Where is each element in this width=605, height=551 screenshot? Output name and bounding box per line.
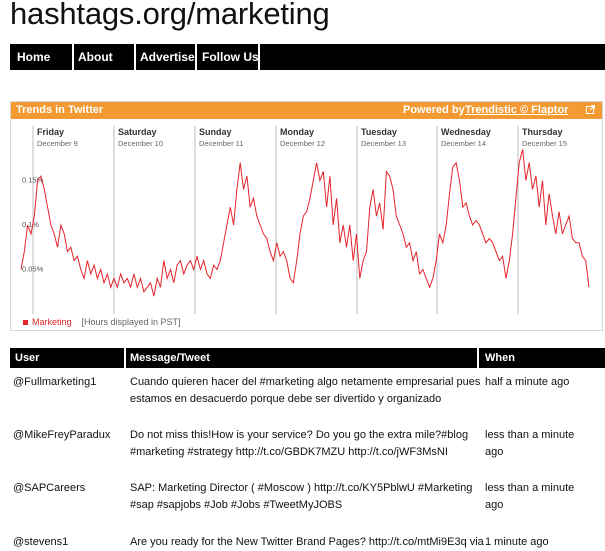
widget-header: Trends in Twitter Powered by Trendistic … — [11, 102, 602, 119]
tweet-message-line: estamos en desacuerdo porque debe ser di… — [130, 393, 442, 405]
nav-home[interactable]: Home — [17, 50, 51, 64]
day-label: Thursday — [522, 127, 563, 137]
tweet-message: Are you ready for the New Twitter Brand … — [130, 534, 484, 551]
tweet-time-line: ago — [485, 446, 504, 458]
nav-advertise[interactable]: Advertise — [140, 50, 195, 64]
tweet-message-line: #sap #sapjobs #Job #Jobs #TweetMyJOBS — [130, 499, 343, 511]
day-label: Sunday — [199, 127, 232, 137]
day-date-label: December 13 — [361, 139, 406, 148]
tweet-message-line: Are you ready for the New Twitter Brand … — [130, 536, 484, 548]
day-label: Tuesday — [361, 127, 397, 137]
legend-swatch — [23, 320, 28, 326]
tweet-user[interactable]: @Fullmarketing1 — [13, 376, 97, 388]
nav-follow-us[interactable]: Follow Us — [202, 50, 259, 64]
tweet-time-line: less than a minute — [485, 482, 575, 494]
tweet-message: Cuando quieren hacer del #marketing algo… — [130, 374, 480, 408]
external-link-icon[interactable] — [586, 105, 595, 114]
day-label: Friday — [37, 127, 64, 137]
legend-label: Marketing — [32, 317, 72, 327]
column-header-when: When — [485, 352, 515, 364]
day-date-label: December 11 — [199, 139, 243, 148]
series-line-marketing — [20, 149, 590, 297]
tweet-message-line: Do not miss this!How is your service? Do… — [130, 429, 469, 441]
nav-divider — [134, 44, 136, 70]
column-header-message: Message/Tweet — [130, 352, 210, 364]
day-date-label: December 15 — [522, 139, 567, 148]
tweet-user[interactable]: @SAPCareers — [13, 482, 86, 494]
nav-divider — [258, 44, 260, 70]
day-date-label: December 10 — [118, 139, 163, 148]
y-tick-label: 0.05% — [22, 265, 44, 274]
site-title[interactable]: hashtags.org/marketing — [10, 0, 330, 31]
column-divider — [124, 348, 126, 368]
day-date-label: December 12 — [280, 139, 325, 148]
nav-divider — [195, 44, 197, 70]
tweet-time: 1 minute ago — [485, 534, 549, 551]
day-date-label: December 14 — [441, 139, 486, 148]
widget-title: Trends in Twitter — [16, 104, 104, 116]
tweet-time-line: half a minute ago — [485, 376, 570, 388]
powered-by-link[interactable]: Trendistic © Flaptor — [465, 104, 569, 116]
tweet-time: less than a minute ago — [485, 427, 574, 461]
trends-widget: Trends in Twitter Powered by Trendistic … — [10, 101, 603, 331]
column-divider — [477, 348, 479, 368]
tweet-user[interactable]: @MikeFreyParadux — [13, 429, 111, 441]
nav-about[interactable]: About — [78, 50, 113, 64]
table-header: User Message/Tweet When — [10, 348, 605, 368]
tweet-time: half a minute ago — [485, 374, 569, 391]
tweet-time-line: ago — [485, 499, 504, 511]
trend-chart: Friday December 9 Saturday December 10 Sunda… — [20, 126, 590, 314]
tweet-user[interactable]: @stevens1 — [13, 536, 69, 548]
tweet-time-line: 1 minute ago — [485, 536, 549, 548]
tweet-time-line: less than a minute — [485, 429, 575, 441]
tweet-message: SAP: Marketing Director ( #Moscow ) http… — [130, 480, 472, 514]
nav-divider — [72, 44, 74, 70]
tweet-message-line: Cuando quieren hacer del #marketing algo… — [130, 376, 481, 388]
timezone-note: [Hours displayed in PST] — [81, 317, 181, 327]
day-label: Saturday — [118, 127, 157, 137]
y-tick-label: 0.15% — [22, 176, 44, 185]
tweet-time: less than a minute ago — [485, 480, 574, 514]
powered-by-label: Powered by — [403, 104, 465, 116]
day-label: Wednesday — [441, 127, 491, 137]
chart-legend: Marketing [Hours displayed in PST] — [23, 316, 181, 328]
day-date-label: December 9 — [37, 139, 78, 148]
main-nav: Home About Advertise Follow Us — [10, 44, 605, 70]
y-tick-label: 0.1% — [22, 220, 39, 229]
tweet-message-line: #marketing #strategy http://t.co/GBDK7MZ… — [130, 446, 448, 458]
column-header-user: User — [15, 352, 40, 364]
day-label: Monday — [280, 127, 314, 137]
tweet-message: Do not miss this!How is your service? Do… — [130, 427, 468, 461]
tweet-message-line: SAP: Marketing Director ( #Moscow ) http… — [130, 482, 473, 494]
